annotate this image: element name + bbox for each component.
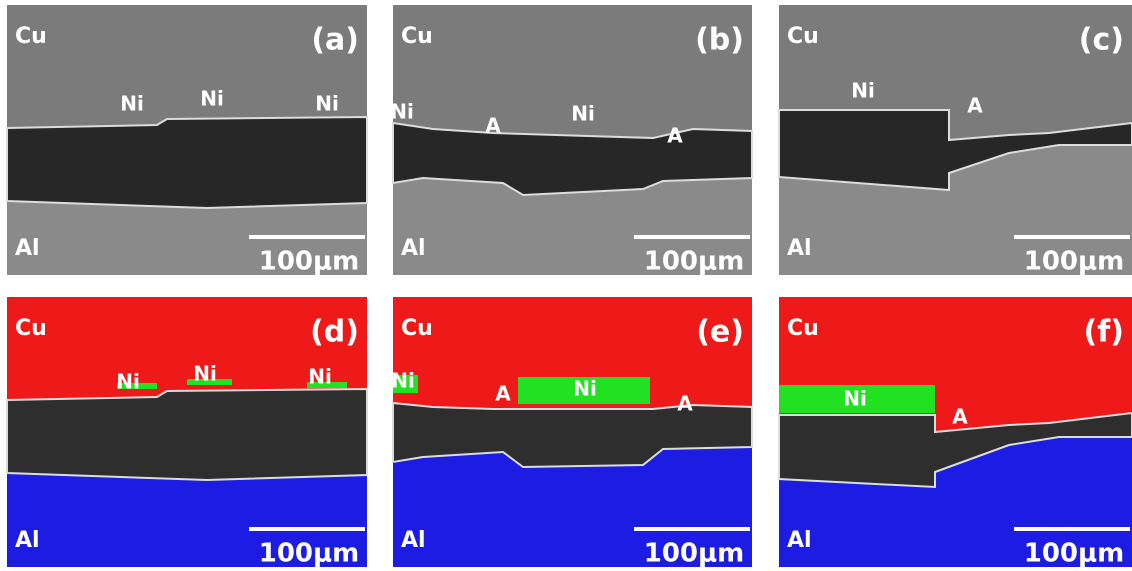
panel-label: (b): [695, 23, 744, 58]
annotation: A: [677, 392, 693, 416]
top-material: Cu: [401, 316, 433, 341]
annotation: A: [667, 124, 683, 148]
scale-bar-label: 100μm: [259, 539, 360, 568]
panel: (b) Cu Al Ni A Ni A 100μm: [390, 5, 752, 277]
annotation: Ni: [200, 87, 224, 111]
top-material: Cu: [787, 24, 819, 49]
bottom-material: Al: [15, 528, 40, 553]
annotation: Ni: [116, 370, 140, 394]
panel: (e) Cu Al Ni A Ni A 100μm: [391, 297, 752, 567]
annotation: A: [952, 405, 968, 429]
annotation: Ni: [573, 377, 597, 401]
panel: (d) Cu Al Ni Ni Ni 100μm: [7, 297, 367, 567]
gap-region: [7, 389, 367, 480]
annotation: Ni: [571, 102, 595, 126]
panel: (f) Cu Al Ni A 100μm: [779, 297, 1132, 567]
panel: (c) Cu Al Ni A 100μm: [779, 5, 1132, 277]
panel-label: (f): [1084, 315, 1124, 350]
panel: (a) Cu Al Ni Ni Ni 100μm: [7, 5, 367, 277]
bottom-material: Al: [401, 528, 426, 553]
annotation: A: [967, 94, 983, 118]
top-material: Cu: [401, 24, 433, 49]
annotation: Ni: [315, 92, 339, 116]
annotation: Ni: [851, 79, 875, 103]
annotation: A: [495, 382, 511, 406]
annotation: Ni: [308, 365, 332, 389]
panel-label: (e): [696, 315, 744, 350]
panel-label: (c): [1079, 23, 1124, 58]
bottom-material: Al: [15, 236, 40, 261]
bottom-material: Al: [787, 528, 812, 553]
annotation: Ni: [193, 362, 217, 386]
scale-bar-label: 100μm: [1024, 247, 1125, 277]
top-material: Cu: [787, 316, 819, 341]
scale-bar-label: 100μm: [1024, 539, 1125, 568]
bottom-material: Al: [401, 236, 426, 261]
top-material: Cu: [15, 316, 47, 341]
top-material: Cu: [15, 24, 47, 49]
panel-label: (a): [311, 23, 359, 58]
annotation: A: [485, 114, 501, 138]
gap-region: [7, 117, 367, 208]
annotation: Ni: [390, 100, 414, 124]
annotation: Ni: [843, 387, 867, 411]
figure: (a) Cu Al Ni Ni Ni 100μm (b) Cu Al Ni A Ni A 100μm (c) C…: [0, 0, 1132, 567]
panel-label: (d): [310, 315, 359, 350]
scale-bar-label: 100μm: [644, 539, 745, 568]
annotation: Ni: [391, 369, 415, 393]
bottom-material: Al: [787, 236, 812, 261]
scale-bar-label: 100μm: [259, 247, 360, 277]
annotation: Ni: [120, 92, 144, 116]
scale-bar-label: 100μm: [644, 247, 745, 277]
